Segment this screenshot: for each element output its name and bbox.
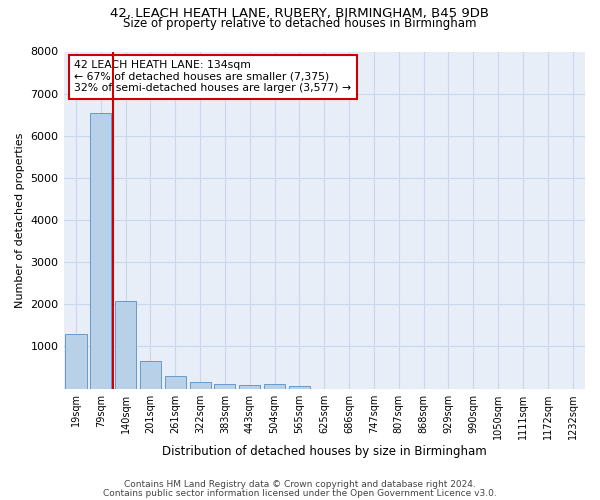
Bar [140,361,161,388]
Bar [190,382,211,388]
Text: 42, LEACH HEATH LANE, RUBERY, BIRMINGHAM, B45 9DB: 42, LEACH HEATH LANE, RUBERY, BIRMINGHAM… [110,8,490,20]
Text: 42 LEACH HEATH LANE: 134sqm
← 67% of detached houses are smaller (7,375)
32% of : 42 LEACH HEATH LANE: 134sqm ← 67% of det… [74,60,351,93]
Text: Contains HM Land Registry data © Crown copyright and database right 2024.: Contains HM Land Registry data © Crown c… [124,480,476,489]
Text: Size of property relative to detached houses in Birmingham: Size of property relative to detached ho… [123,18,477,30]
Bar [239,385,260,388]
Bar [90,112,112,388]
Bar [115,301,136,388]
Bar [264,384,285,388]
Bar [289,386,310,388]
X-axis label: Distribution of detached houses by size in Birmingham: Distribution of detached houses by size … [162,444,487,458]
Y-axis label: Number of detached properties: Number of detached properties [15,132,25,308]
Bar [65,334,86,388]
Bar [214,384,235,388]
Bar [165,376,186,388]
Text: Contains public sector information licensed under the Open Government Licence v3: Contains public sector information licen… [103,488,497,498]
